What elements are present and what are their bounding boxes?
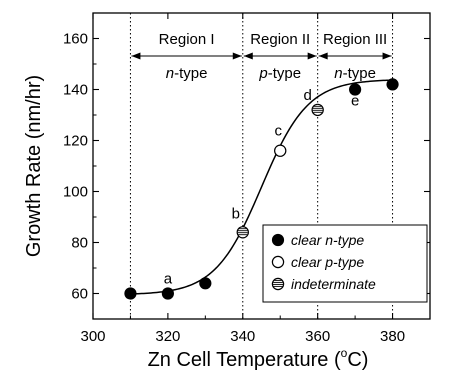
sigmoid-fit-line (130, 79, 393, 295)
legend-label: clear p-type (291, 254, 364, 270)
y-axis-ticks: 60 80 100 120 140 160 (63, 12, 430, 320)
legend-marker (271, 233, 285, 247)
data-point (386, 78, 399, 91)
region-arrowhead-left (318, 52, 328, 60)
data-label: d (303, 87, 311, 104)
region-arrowhead-right (232, 52, 242, 60)
y-tick-label: 60 (71, 286, 88, 303)
region-name: Region III (323, 31, 387, 48)
region-type: n-type (334, 65, 376, 82)
x-tick-label: 320 (155, 328, 180, 345)
y-tick-label: 100 (63, 184, 88, 201)
data-point (236, 226, 249, 239)
data-point (124, 287, 137, 300)
x-tick-label: 380 (380, 328, 405, 345)
y-tick-label: 140 (63, 82, 88, 99)
x-tick-label: 300 (80, 328, 105, 345)
data-points (124, 78, 399, 300)
x-axis-label: Zn Cell Temperature (oC) (148, 346, 369, 371)
legend-box (262, 224, 428, 303)
x-tick-label: 360 (305, 328, 330, 345)
data-point (274, 144, 287, 157)
region-boundaries (129, 13, 394, 319)
legend-marker (271, 277, 285, 291)
y-tick-label: 80 (71, 235, 88, 252)
region-arrowhead-right (382, 52, 392, 60)
point-labels: a e c b d (164, 87, 360, 288)
region-name: Region II (250, 31, 310, 48)
data-label: c (274, 123, 282, 140)
region-type: p-type (258, 65, 301, 82)
data-point (349, 83, 362, 96)
region-arrowhead-left (243, 52, 253, 60)
x-axis-ticks: 300 320 340 360 380 (80, 13, 405, 345)
y-tick-label: 120 (63, 133, 88, 150)
region-labels: Region I n-type Region II p-type Region III n… (131, 31, 392, 82)
data-label: e (351, 93, 359, 110)
region-name: Region I (159, 31, 215, 48)
legend-marker (271, 255, 285, 269)
region-arrowhead-left (131, 52, 141, 60)
data-label: b (232, 205, 240, 222)
data-point (311, 103, 324, 117)
data-point (199, 277, 212, 290)
data-label: a (164, 271, 173, 288)
data-point (161, 287, 174, 300)
y-tick-label: 160 (63, 31, 88, 48)
legend-label: clear n-type (291, 232, 364, 248)
region-arrowhead-right (307, 52, 317, 60)
legend: clear n-type clear p-type indeterminate (262, 224, 428, 303)
fit-curve (130, 79, 393, 295)
legend-label: indeterminate (291, 276, 376, 292)
y-axis-label: Growth Rate (nm/hr) (23, 75, 45, 257)
x-tick-label: 340 (230, 328, 255, 345)
region-type: n-type (166, 65, 208, 82)
